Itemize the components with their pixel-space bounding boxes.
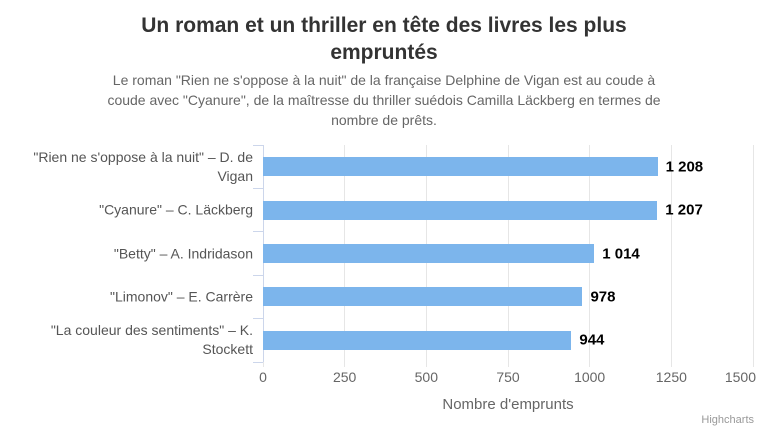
x-axis-tick xyxy=(752,362,754,367)
category-axis-tick xyxy=(253,144,263,146)
chart-subtitle: Le roman "Rien ne s'oppose à la nuit" de… xyxy=(107,72,661,128)
x-axis-tick xyxy=(589,362,591,367)
chart-title: Un roman et un thriller en tête des livr… xyxy=(141,14,627,64)
x-axis-tick-label: 500 xyxy=(414,369,439,385)
category-axis-tick xyxy=(253,187,263,189)
x-axis-tick-label: 750 xyxy=(496,369,520,385)
x-axis-tick xyxy=(344,362,346,367)
category-label: "Rien ne s'oppose à la nuit" – D. de Vig… xyxy=(33,148,253,184)
bar-value-label: 978 xyxy=(590,288,616,306)
x-axis-tick xyxy=(670,362,672,367)
x-axis-tick-label: 0 xyxy=(259,369,267,385)
x-axis-tick-label: 1250 xyxy=(655,369,687,385)
bar-value-label: 1 207 xyxy=(665,201,703,219)
x-axis-tick-label: 250 xyxy=(332,369,357,385)
bar-2[interactable] xyxy=(263,200,658,220)
category-label: "Limonov" – E. Carrère xyxy=(110,288,253,305)
category-axis-tick xyxy=(253,361,263,363)
category-label: "Betty" – A. Indridason xyxy=(113,245,253,261)
bar-1[interactable] xyxy=(263,157,658,177)
gridline xyxy=(752,145,754,362)
bar-value-label: 1 014 xyxy=(602,245,640,262)
category-axis-tick xyxy=(253,231,263,233)
bar-5[interactable] xyxy=(263,330,572,350)
x-axis-tick-label: 1500 xyxy=(724,369,756,385)
category-label: "La couleur des sentiments" – K. Stocket… xyxy=(50,322,253,358)
bar-4[interactable] xyxy=(263,287,583,307)
category-axis-tick xyxy=(253,318,263,320)
category-label: "Cyanure" – C. Läckberg xyxy=(99,201,253,218)
bar-value-label: 1 208 xyxy=(665,158,704,176)
gridline xyxy=(670,145,672,362)
category-axis-tick xyxy=(253,274,263,276)
x-axis-tick-label: 1000 xyxy=(574,369,606,385)
bar-value-label: 944 xyxy=(579,331,605,349)
x-axis-tick xyxy=(262,362,264,367)
highcharts-credit[interactable]: Highcharts xyxy=(701,414,754,426)
x-axis-tick xyxy=(425,362,427,367)
bar-3[interactable] xyxy=(263,244,595,263)
x-axis-title: Nombre d'emprunts xyxy=(442,396,574,413)
x-axis-tick xyxy=(507,362,509,367)
